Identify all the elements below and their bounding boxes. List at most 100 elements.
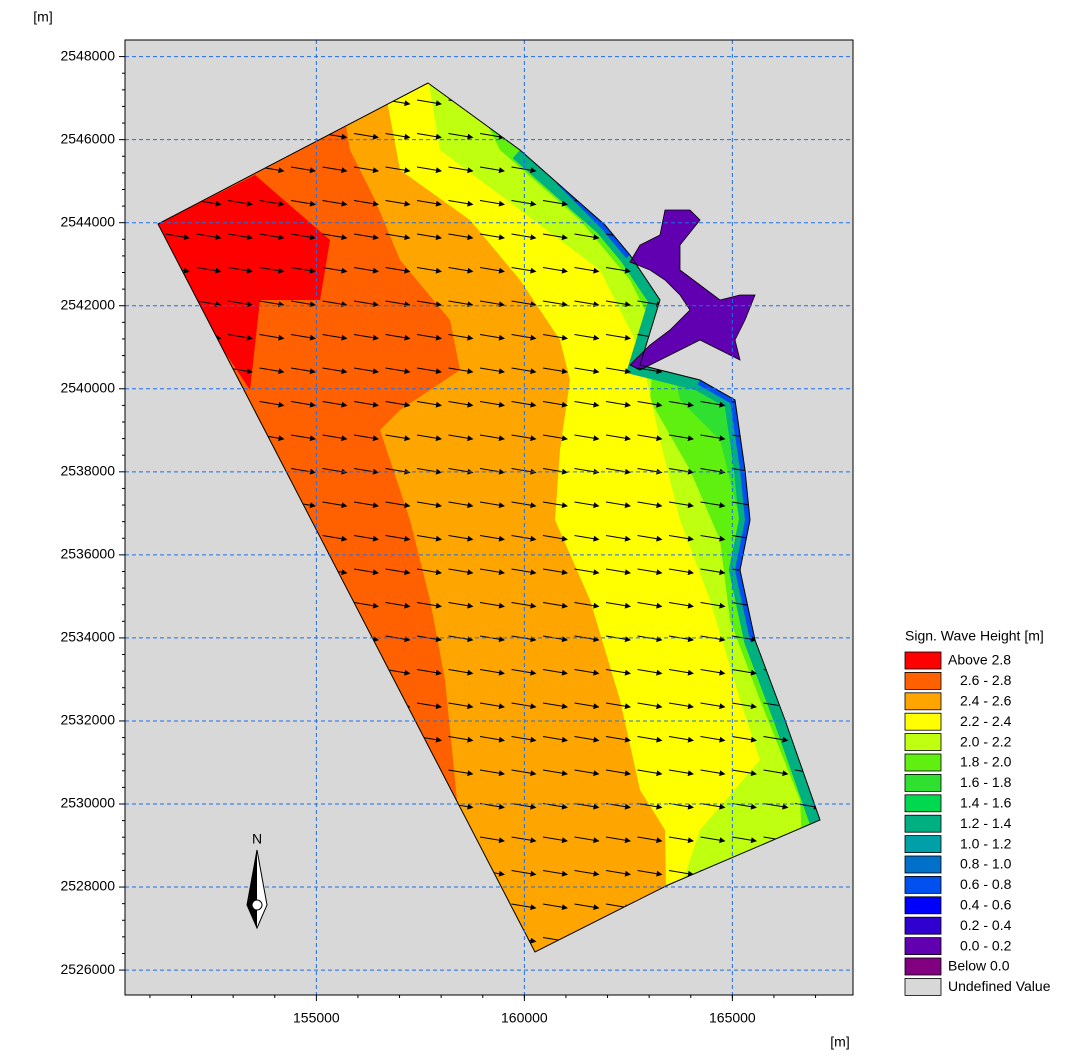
x-tick-label: 155000: [293, 1010, 340, 1026]
arrow: [353, 602, 379, 609]
arrow: [574, 870, 600, 877]
y-tick-label: 2544000: [60, 213, 115, 229]
y-tick-label: 2532000: [60, 712, 115, 728]
arrow: [416, 702, 442, 710]
arrow: [511, 568, 537, 576]
arrow: [385, 602, 411, 609]
arrow: [385, 200, 411, 207]
arrow: [574, 736, 600, 743]
arrow: [290, 300, 316, 308]
arrow: [227, 200, 253, 207]
x-tick-label: 160000: [501, 1010, 548, 1026]
arrow: [353, 568, 379, 576]
arrow: [290, 367, 316, 375]
arrow: [479, 568, 505, 576]
arrow: [637, 434, 663, 442]
arrow: [416, 233, 442, 241]
arrow: [416, 401, 442, 408]
arrow: [637, 300, 663, 308]
arrow: [731, 769, 757, 777]
legend-swatch: [904, 774, 942, 792]
arrow: [542, 401, 568, 408]
arrow: [668, 769, 694, 777]
arrow: [574, 367, 600, 375]
arrow: [259, 300, 285, 308]
legend-swatch: [904, 835, 942, 853]
arrow: [605, 568, 631, 576]
arrow: [259, 267, 285, 274]
arrow: [605, 836, 631, 844]
arrow: [196, 300, 222, 308]
arrow: [385, 300, 411, 308]
arrow: [574, 233, 600, 241]
arrow: [731, 669, 757, 676]
y-tick-label: 2548000: [60, 47, 115, 63]
arrow: [511, 401, 537, 408]
arrow: [637, 401, 663, 408]
arrow: [290, 401, 316, 408]
arrow: [385, 233, 411, 241]
arrow: [322, 300, 348, 308]
arrow: [416, 367, 442, 375]
arrow: [542, 367, 568, 375]
legend-label: 0.2 - 0.4: [960, 917, 1012, 933]
legend-swatch: [904, 916, 942, 935]
legend-label: Below 0.0: [948, 958, 1010, 974]
arrow: [700, 602, 726, 609]
arrow: [511, 200, 537, 207]
legend-swatch: [904, 733, 942, 751]
arrow: [416, 300, 442, 308]
arrow: [448, 166, 474, 174]
arrow: [479, 501, 505, 509]
legend-swatch: [904, 957, 942, 976]
arrow: [290, 334, 316, 341]
arrow: [385, 501, 411, 509]
legend-label: 1.0 - 1.2: [960, 835, 1012, 851]
x-tick-label: 165000: [709, 1010, 756, 1026]
arrow: [448, 200, 474, 207]
arrow: [479, 300, 505, 308]
compass: N: [246, 831, 268, 930]
arrow: [542, 903, 568, 911]
arrow: [700, 401, 726, 408]
arrow: [448, 334, 474, 341]
arrow: [448, 367, 474, 375]
arrow: [385, 635, 411, 643]
arrow: [448, 769, 474, 777]
legend-swatch: [904, 896, 942, 915]
arrow: [605, 434, 631, 442]
arrow: [700, 736, 726, 743]
arrow: [448, 133, 474, 140]
arrow: [448, 233, 474, 241]
arrow: [637, 870, 663, 877]
arrow: [574, 568, 600, 576]
arrow: [511, 836, 537, 844]
arrow: [700, 669, 726, 676]
arrow: [416, 200, 442, 207]
arrow: [605, 602, 631, 609]
arrow: [479, 367, 505, 375]
arrow: [763, 769, 789, 777]
arrow: [448, 535, 474, 542]
arrow: [448, 602, 474, 609]
legend-swatch: [904, 978, 942, 996]
arrow: [322, 367, 348, 375]
arrow: [731, 736, 757, 743]
arrow: [448, 434, 474, 442]
legend-swatch: [904, 651, 942, 670]
arrow: [637, 769, 663, 777]
arrow: [605, 334, 631, 341]
arrow: [731, 702, 757, 710]
arrow: [227, 233, 253, 241]
arrow: [416, 669, 442, 676]
arrow: [637, 702, 663, 710]
axes: 2526000 2528000 2530000 2532000 2534000 25360…: [60, 40, 853, 1026]
arrow: [605, 300, 631, 308]
legend-label: 2.4 - 2.6: [960, 693, 1012, 709]
arrow: [448, 501, 474, 509]
legend-swatch: [904, 672, 942, 690]
arrow: [605, 401, 631, 408]
arrow: [542, 602, 568, 609]
arrow: [322, 166, 348, 174]
arrow: [668, 535, 694, 542]
